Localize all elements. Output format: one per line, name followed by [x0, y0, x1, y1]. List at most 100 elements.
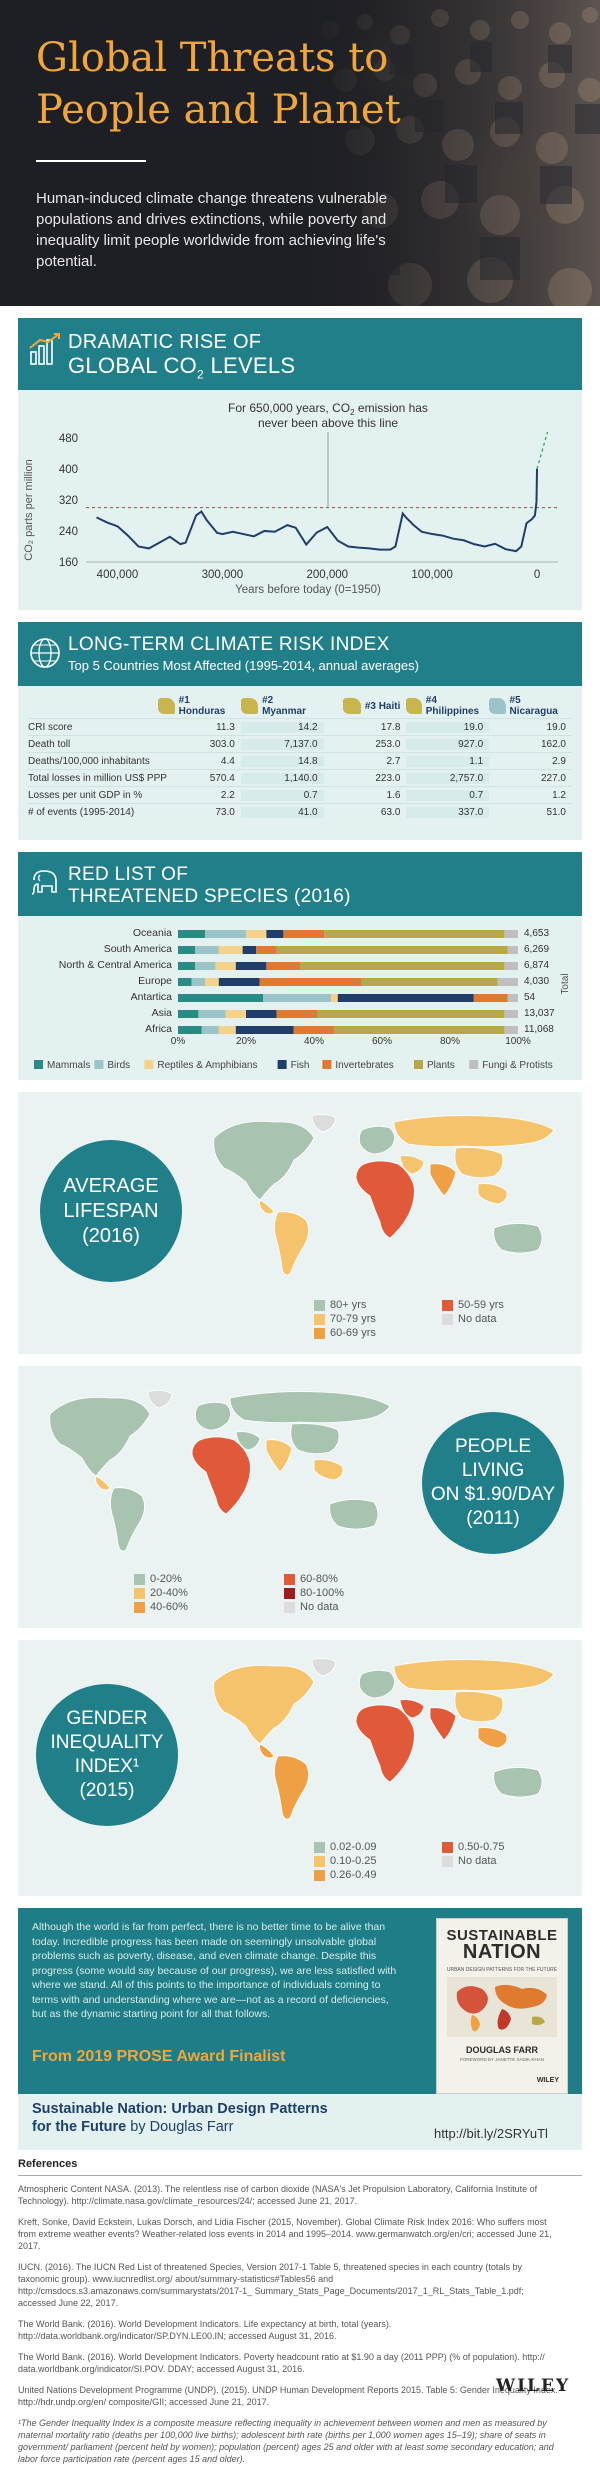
risk-cell: 2,757.0 — [406, 772, 490, 784]
map-region-europe — [194, 1402, 231, 1431]
lifespan-circle-line1: AVERAGE — [63, 1174, 159, 1197]
title-line-1: Global Threats to — [36, 35, 389, 81]
poverty-legend-item: 60-80% — [284, 1572, 344, 1586]
gender-circle: GENDER INEQUALITY INDEX¹ (2015) — [36, 1684, 178, 1826]
risk-cell: 2.7 — [386, 755, 401, 767]
gender-legend-col1: 0.02-0.09 0.10-0.25 0.26-0.49 — [314, 1840, 376, 1882]
book-info-bar: Sustainable Nation: Urban Design Pattern… — [18, 2094, 582, 2150]
poverty-circle-line2: LIVING — [461, 1460, 525, 1481]
redlist-bar-segment — [283, 930, 325, 938]
redlist-bar-segment — [198, 1010, 226, 1018]
elephant-icon — [31, 870, 57, 895]
risk-cell: 51.0 — [546, 806, 566, 818]
poverty-circle-line4: (2011) — [466, 1508, 520, 1529]
redlist-bar-segment — [324, 930, 505, 938]
rising-chart-icon — [29, 333, 60, 365]
book-cover[interactable]: SUSTAINABLE NATION URBAN DESIGN PATTERNS … — [436, 1918, 568, 2094]
redlist-bar-segment — [259, 978, 362, 986]
co2-y-tick: 320 — [59, 495, 78, 507]
redlist-bar-segment — [246, 1010, 277, 1018]
co2-x-tick: 300,000 — [202, 569, 244, 581]
redlist-x-tick: 60% — [372, 1036, 392, 1047]
legend-swatch — [314, 1327, 325, 1339]
redlist-bar-segment — [276, 946, 508, 954]
hero-banner: Global Threats to People and Planet Human… — [0, 0, 600, 306]
title-divider — [36, 160, 146, 162]
gender-circle-line2: INEQUALITY — [50, 1732, 164, 1753]
cover-author: DOUGLAS FARR — [466, 2045, 538, 2055]
map-region-africa — [355, 1704, 415, 1783]
redlist-total-value: 6,269 — [524, 944, 549, 955]
gender-circle-line3: INDEX¹ — [74, 1756, 140, 1777]
redlist-bar-segment — [215, 962, 236, 970]
map-region-europe — [358, 1126, 395, 1155]
book-link[interactable]: http://bit.ly/2SRYuTl — [434, 2126, 548, 2141]
book-title: Sustainable Nation: Urban Design Pattern… — [32, 2101, 328, 2135]
co2-section: DRAMATIC RISE OF GLOBAL CO2 LEVELS CO₂ p… — [18, 318, 582, 610]
risk-title: LONG-TERM CLIMATE RISK INDEX — [68, 634, 390, 655]
legend-swatch — [314, 1855, 325, 1867]
redlist-title: RED LIST OF THREATENED SPECIES (2016) — [68, 864, 351, 908]
map-region-china — [290, 1423, 340, 1454]
redlist-x-tick: 100% — [505, 1036, 531, 1047]
redlist-bar-segment — [246, 930, 267, 938]
risk-row-label: Losses per unit GDP in % — [28, 789, 143, 801]
co2-series-line — [96, 468, 539, 553]
risk-cell: 1.6 — [386, 789, 401, 801]
legend-swatch — [314, 1299, 325, 1311]
redlist-bar-segment — [317, 1010, 505, 1018]
risk-cell: 17.8 — [380, 721, 401, 733]
poverty-legend-item: 20-40% — [134, 1586, 188, 1600]
legend-swatch — [314, 1313, 325, 1325]
gender-legend-item: 0.26-0.49 — [314, 1868, 376, 1882]
cover-map-image — [447, 1977, 557, 2037]
redlist-bar-segment — [504, 1026, 518, 1034]
redlist-bar-segment — [218, 946, 243, 954]
redlist-total-value: 4,653 — [524, 928, 549, 939]
cover-subtitle: URBAN DESIGN PATTERNS FOR THE FUTURE — [446, 1967, 558, 1973]
risk-cell: 223.0 — [375, 772, 401, 784]
legend-swatch — [134, 1587, 145, 1599]
redlist-bar-segment — [361, 978, 498, 986]
map-region-australia — [493, 1223, 543, 1254]
risk-table-row: Losses per unit GDP in % 2.2 0.7 1.6 0.7 1.2 — [28, 786, 572, 803]
references-heading: References — [18, 2158, 78, 2170]
redlist-section: RED LIST OF THREATENED SPECIES (2016) Oc… — [18, 852, 582, 1080]
gender-circle-line1: GENDER — [66, 1708, 148, 1729]
redlist-title-line1: RED LIST OF — [68, 864, 189, 885]
map-region-middle-east — [235, 1431, 261, 1451]
lifespan-circle-line2: LIFESPAN — [63, 1199, 159, 1222]
legend-swatch — [284, 1573, 295, 1585]
reference-item: Kreft, Sonke, David Eckstein, Lukas Dors… — [18, 2217, 552, 2251]
redlist-region-label: Africa — [145, 1023, 172, 1035]
map-region-south-asia — [265, 1439, 293, 1473]
redlist-legend-label: Fish — [291, 1060, 310, 1071]
map-region-middle-east — [399, 1155, 425, 1175]
risk-country-header: #1 Honduras — [158, 694, 241, 718]
risk-cell: 7,137.0 — [240, 738, 324, 750]
risk-cell: 41.0 — [240, 806, 324, 818]
redlist-legend-label: Reptiles & Amphibians — [157, 1060, 257, 1071]
map-region-australia — [329, 1499, 379, 1530]
redlist-total-value: 54 — [524, 992, 536, 1003]
risk-table-header: #1 Honduras #2 Myanmar #3 Haiti #4 Philippi… — [28, 694, 572, 718]
redlist-bar-segment — [473, 994, 508, 1002]
award-text: From 2019 PROSE Award Finalist — [32, 2048, 286, 2065]
risk-country-header: #3 Haiti — [324, 694, 407, 718]
map-region-russia — [393, 1115, 555, 1148]
lifespan-world-map — [213, 1114, 555, 1276]
redlist-bar-segment — [504, 1010, 518, 1018]
risk-row-label: CRI score — [28, 721, 73, 733]
redlist-chart: Oceania South America North & Central Amer… — [34, 927, 571, 1071]
redlist-region-label: Oceania — [133, 927, 172, 939]
redlist-legend-swatch — [414, 1060, 423, 1069]
redlist-bar-segment — [504, 930, 518, 938]
lifespan-circle-line3: (2016) — [82, 1224, 140, 1247]
legend-swatch — [284, 1601, 295, 1613]
risk-cell: 19.0 — [406, 721, 490, 733]
risk-cell: 2.2 — [220, 789, 235, 801]
redlist-bar-segment — [276, 1010, 318, 1018]
redlist-bar-segment — [235, 962, 267, 970]
risk-cell: 2.9 — [552, 755, 566, 767]
country-shape-icon — [158, 698, 175, 714]
